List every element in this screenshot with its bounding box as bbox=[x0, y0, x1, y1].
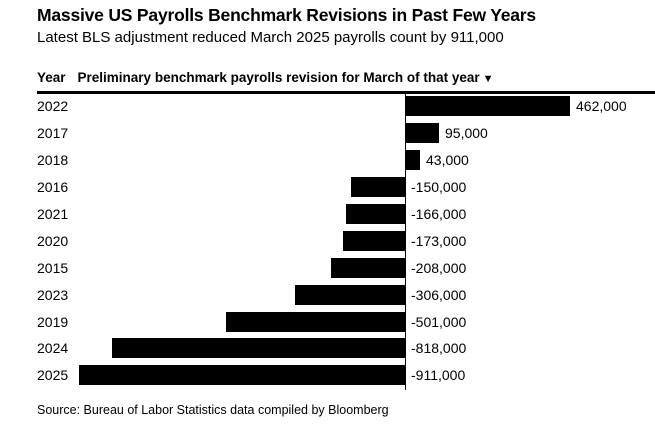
bar-2016 bbox=[351, 177, 405, 198]
chart-row: 2019 -501,000 bbox=[0, 308, 655, 335]
row-year-label: 2024 bbox=[37, 340, 69, 357]
zero-axis-line bbox=[405, 94, 406, 390]
row-value-label: 462,000 bbox=[576, 98, 627, 115]
row-year-label: 2025 bbox=[37, 367, 69, 384]
bar-2015 bbox=[331, 257, 405, 278]
chart-row: 2018 43,000 bbox=[0, 147, 655, 174]
row-value-label: -208,000 bbox=[411, 259, 467, 276]
chart-row: 2017 95,000 bbox=[0, 120, 655, 147]
chart-row: 2023 -306,000 bbox=[0, 281, 655, 308]
chart-row: 2024 -818,000 bbox=[0, 335, 655, 362]
chart-row: 2022 462,000 bbox=[0, 93, 655, 120]
header-rule bbox=[37, 91, 655, 94]
bar-2022 bbox=[405, 96, 570, 117]
chart-row: 2016 -150,000 bbox=[0, 174, 655, 201]
bar-2025 bbox=[79, 365, 405, 386]
row-year-label: 2023 bbox=[37, 286, 69, 303]
bar-2024 bbox=[112, 338, 405, 359]
row-year-label: 2022 bbox=[37, 98, 69, 115]
row-year-label: 2015 bbox=[37, 259, 69, 276]
row-value-label: -501,000 bbox=[411, 313, 467, 330]
row-value-label: -306,000 bbox=[411, 286, 467, 303]
row-value-label: -911,000 bbox=[411, 367, 466, 384]
source-note: Source: Bureau of Labor Statistics data … bbox=[37, 403, 389, 417]
value-column-header[interactable]: Preliminary benchmark payrolls revision … bbox=[78, 70, 494, 85]
chart-row: 2020 -173,000 bbox=[0, 227, 655, 254]
chart-title: Massive US Payrolls Benchmark Revisions … bbox=[37, 5, 536, 25]
bar-2020 bbox=[343, 230, 405, 251]
column-headers: Year Preliminary benchmark payrolls revis… bbox=[37, 70, 494, 85]
row-value-label: 95,000 bbox=[445, 125, 488, 142]
bar-2018 bbox=[405, 150, 420, 171]
row-year-label: 2019 bbox=[37, 313, 69, 330]
row-value-label: -166,000 bbox=[411, 206, 467, 222]
row-value-label: -173,000 bbox=[411, 232, 467, 249]
row-year-label: 2016 bbox=[37, 179, 69, 196]
bar-2023 bbox=[295, 284, 405, 305]
year-column-header: Year bbox=[37, 70, 66, 85]
row-value-label: 43,000 bbox=[426, 152, 469, 169]
bar-2021 bbox=[346, 204, 405, 224]
chart-row: 2015 -208,000 bbox=[0, 254, 655, 281]
value-column-header-label: Preliminary benchmark payrolls revision … bbox=[77, 70, 480, 85]
sort-descending-icon: ▼ bbox=[482, 73, 494, 85]
bar-2019 bbox=[226, 311, 405, 332]
chart-row: 2021 -166,000 bbox=[0, 201, 655, 228]
chart-subtitle: Latest BLS adjustment reduced March 2025… bbox=[37, 29, 504, 46]
row-year-label: 2018 bbox=[37, 152, 69, 169]
row-year-label: 2017 bbox=[37, 125, 69, 142]
bar-chart: 2022 462,000 2017 95,000 2018 43,000 2016 -150,… bbox=[0, 93, 655, 390]
row-year-label: 2021 bbox=[37, 206, 69, 222]
row-year-label: 2020 bbox=[37, 232, 69, 249]
row-value-label: -818,000 bbox=[411, 340, 467, 357]
row-value-label: -150,000 bbox=[411, 179, 467, 196]
bar-2017 bbox=[405, 123, 439, 144]
chart-row: 2025 -911,000 bbox=[0, 362, 655, 389]
